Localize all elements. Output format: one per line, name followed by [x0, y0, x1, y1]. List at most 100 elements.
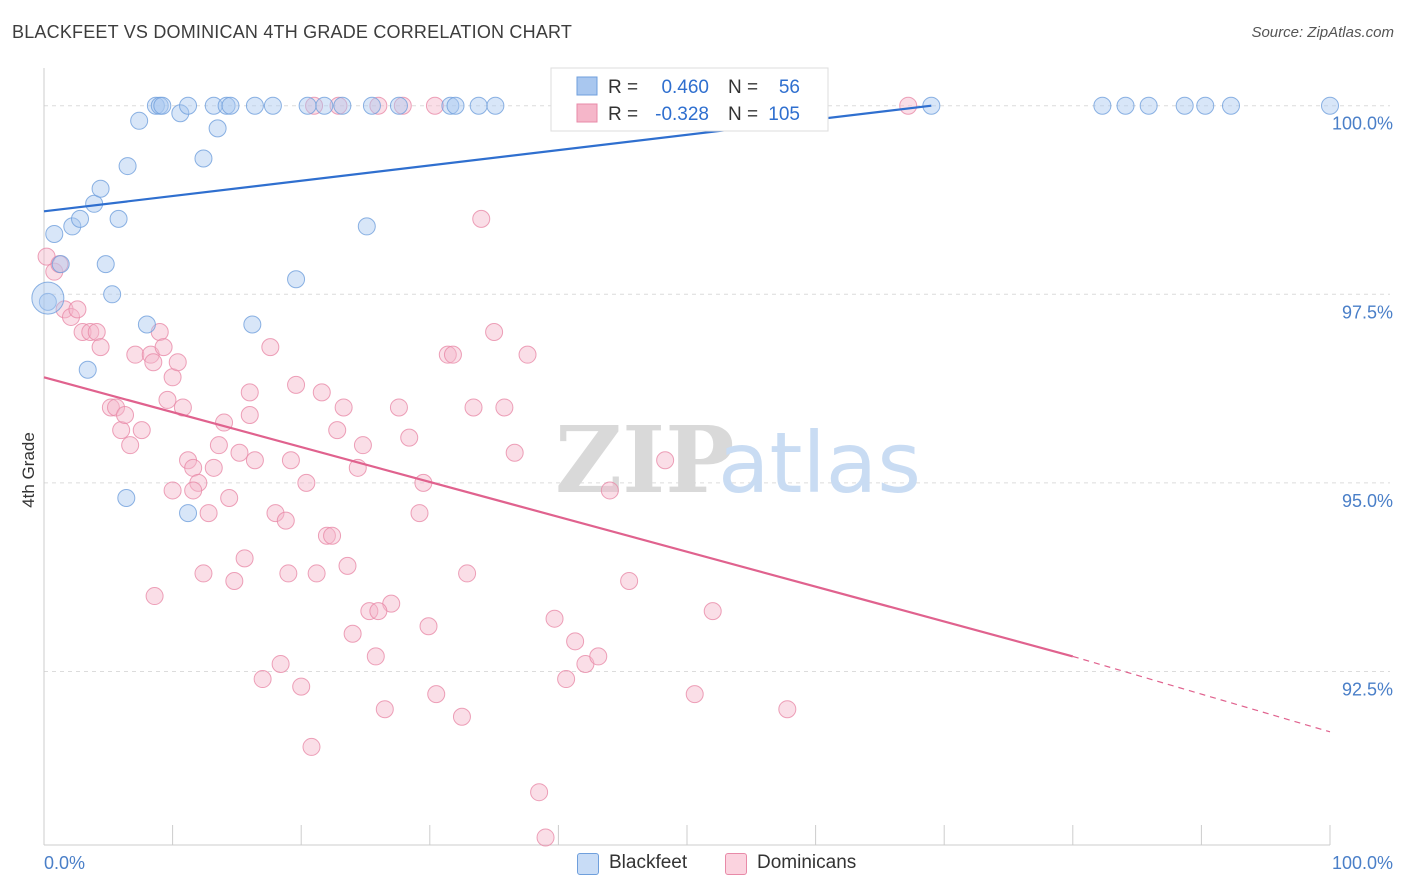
dominicans-point [530, 783, 549, 802]
stats-r-value-1: 0.460 [661, 77, 709, 98]
dominicans-point [557, 670, 576, 689]
dominicans-point [703, 602, 722, 621]
blackfeet-point [217, 96, 236, 115]
dominicans-point [209, 436, 228, 455]
blackfeet-point [117, 488, 136, 507]
dominicans-point [144, 353, 163, 372]
dominicans-point [485, 323, 504, 342]
dominicans-point [281, 451, 300, 470]
dominicans-point [245, 451, 264, 470]
blackfeet-point [357, 217, 376, 236]
stats-r-label-1: R = [608, 77, 638, 98]
blackfeet-point [221, 96, 240, 115]
dominicans-point [168, 353, 187, 372]
dominicans-point [145, 587, 164, 606]
dominicans-point [369, 602, 388, 621]
dominicans-point [464, 398, 483, 417]
blackfeet-point [486, 96, 505, 115]
blackfeet-point [179, 504, 198, 523]
blackfeet-point [389, 96, 408, 115]
dominicans-point [91, 338, 110, 357]
dominicans-point [375, 700, 394, 719]
dominicans-point [240, 383, 259, 402]
axes [43, 68, 1331, 846]
blackfeet-point [287, 270, 306, 289]
blackfeet-point [208, 119, 227, 138]
dominicans-point [305, 96, 324, 115]
blackfeet-point [194, 149, 213, 168]
source-label: Source: ZipAtlas.com [1251, 24, 1394, 41]
blackfeet-point [298, 96, 317, 115]
blackfeet-point [78, 360, 97, 379]
dominicans-point [220, 488, 239, 507]
blackfeet-point [130, 111, 149, 130]
dominicans-point [458, 564, 477, 583]
blackfeet-point [1175, 96, 1194, 115]
blackfeet-point [71, 209, 90, 228]
dominicans-point [68, 300, 87, 319]
dominicans-points [37, 96, 918, 847]
blackfeet-point [333, 96, 352, 115]
dominicans-point [518, 345, 537, 364]
dominicans-point [271, 654, 290, 673]
blackfeet-point [1321, 96, 1339, 115]
legend-dominicans-label: Dominicans [757, 852, 857, 873]
dominicans-point [230, 443, 249, 462]
dominicans-point [307, 564, 326, 583]
dominicans-point [329, 96, 348, 115]
stats-box: R = 0.460 N = 56 R = -0.328 N = 105 [550, 67, 829, 132]
blackfeet-point [245, 96, 264, 115]
dominicans-point [899, 96, 918, 115]
blackfeet-point [63, 217, 82, 236]
dominicans-point [545, 609, 564, 628]
dominicans-point [292, 677, 311, 696]
blackfeet-points [31, 96, 1339, 523]
blackfeet-point [1196, 96, 1215, 115]
dominicans-point [287, 375, 306, 394]
blackfeet-point [315, 96, 334, 115]
dominicans-point [369, 96, 388, 115]
stats-n-label-1: N = [728, 77, 758, 98]
dominicans-point [620, 571, 639, 590]
dominicans-point [204, 458, 223, 477]
dominicans-point [317, 526, 336, 545]
dominicans-point [184, 481, 203, 500]
blackfeet-point [153, 96, 172, 115]
dominicans-point [343, 624, 362, 643]
dominicans-point [107, 398, 126, 417]
dominicans-point [410, 504, 429, 523]
dominicans-point [163, 368, 182, 387]
blackfeet-point [362, 96, 381, 115]
dominicans-point [253, 670, 272, 689]
y-tick-label: 92.5% [1342, 679, 1393, 699]
dominicans-point [427, 685, 446, 704]
dominicans-point [312, 383, 331, 402]
blackfeet-point [1139, 96, 1158, 115]
dominicans-point [55, 300, 74, 319]
y-tick-label: 100.0% [1332, 114, 1393, 134]
stats-n-label-2: N = [728, 104, 758, 125]
x-tick-label-max: 100.0% [1332, 853, 1393, 873]
dominicans-point [126, 345, 145, 364]
blackfeet-point [38, 292, 57, 311]
dominicans-point [184, 458, 203, 477]
blackfeet-point [1093, 96, 1112, 115]
chart-title: BLACKFEET VS DOMINICAN 4TH GRADE CORRELA… [12, 22, 573, 42]
blackfeet-point [263, 96, 282, 115]
blackfeet-point [118, 157, 137, 176]
stats-pink-swatch [576, 103, 598, 123]
blackfeet-point [446, 96, 465, 115]
legend-dominicans-swatch [725, 853, 747, 875]
dominicans-point [112, 421, 131, 440]
dominicans-point [225, 571, 244, 590]
dominicans-point [81, 323, 100, 342]
dominicans-point [495, 398, 514, 417]
blackfeet-point [146, 96, 165, 115]
dominicans-point [536, 828, 555, 847]
dominicans-point [393, 96, 412, 115]
blackfeet-point [91, 179, 110, 198]
dominicans-point [199, 504, 218, 523]
y-tick-label: 95.0% [1342, 491, 1393, 511]
dominicans-point [425, 96, 444, 115]
